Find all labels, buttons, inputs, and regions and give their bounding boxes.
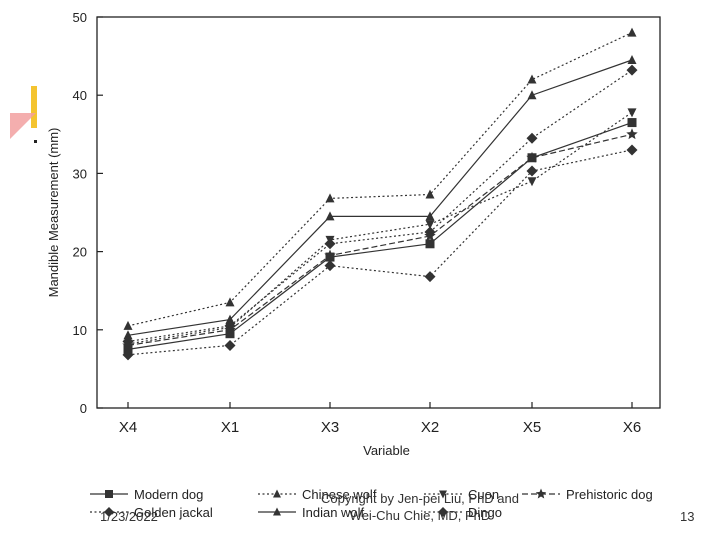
accent-dot xyxy=(34,140,37,143)
legend-label-chinese-wolf: Chinese wolf xyxy=(302,487,377,502)
legend-label-golden-jackal: Golden jackal xyxy=(134,505,213,520)
x-tick-label-X2: X2 xyxy=(421,419,439,436)
legend-item-prehistoric-dog: Prehistoric dog xyxy=(522,487,653,502)
legend-item-dingo: Dingo xyxy=(424,505,502,520)
legend-label-cuon: Cuon xyxy=(468,487,499,502)
legend-marker-modern-dog xyxy=(105,490,113,498)
point-golden-jackal-X5 xyxy=(526,165,538,177)
y-axis-label: Mandible Measurement (mm) xyxy=(46,128,61,298)
x-tick-label-X6: X6 xyxy=(623,419,641,436)
legend-marker-golden-jackal xyxy=(104,507,114,517)
point-chinese-wolf-X6 xyxy=(627,27,637,37)
point-cuon-X6 xyxy=(627,108,637,118)
x-axis-label: Variable xyxy=(363,443,410,458)
series-line-cuon xyxy=(127,111,633,345)
point-indian-wolf-X5 xyxy=(527,90,537,100)
x-tick-label-X3: X3 xyxy=(321,419,339,436)
footer-copyright: Copyright by Jen-pei Liu, PhD and Wei-Ch… xyxy=(300,490,540,524)
series-line-golden-jackal xyxy=(127,149,633,356)
legend-item-indian-wolf: Indian wolf xyxy=(258,505,365,520)
accent-triangle xyxy=(10,113,36,139)
legend-item-chinese-wolf: Chinese wolf xyxy=(258,487,377,502)
copyright-line-2: Wei-Chu Chie, MD, PhD xyxy=(349,508,491,523)
legend-marker-prehistoric-dog xyxy=(535,488,547,499)
series-modern-dog xyxy=(123,118,637,354)
footer-date: 1/23/2022 xyxy=(100,509,158,524)
chart-legend: Modern dog Golden jackal Chinese wolf India… xyxy=(90,487,653,520)
point-cuon-X5 xyxy=(527,177,537,187)
legend-label-indian-wolf: Indian wolf xyxy=(302,505,365,520)
legend-item-golden-jackal: Golden jackal xyxy=(90,505,213,520)
legend-label-prehistoric-dog: Prehistoric dog xyxy=(566,487,653,502)
point-modern-dog-X2 xyxy=(425,239,435,249)
chart-series xyxy=(122,27,638,361)
legend-item-cuon: Cuon xyxy=(424,487,499,502)
x-tick-label-X1: X1 xyxy=(221,419,239,436)
chart-axes: 0 10 20 30 40 50 X4 X1 X3 X2 X5 X6 Variable Mandible … xyxy=(46,10,661,458)
accent-bar xyxy=(31,86,37,128)
point-chinese-wolf-X1 xyxy=(225,297,235,307)
page-number: 13 xyxy=(680,509,695,524)
legend-marker-dingo xyxy=(438,507,448,517)
series-dingo xyxy=(122,64,638,348)
plot-frame xyxy=(96,16,661,409)
legend-marker-indian-wolf xyxy=(273,507,281,516)
point-chinese-wolf-X2 xyxy=(425,189,435,199)
y-tick-label-40: 40 xyxy=(73,88,87,103)
point-cuon-X2 xyxy=(425,220,435,230)
point-indian-wolf-X2 xyxy=(425,211,435,221)
point-golden-jackal-X1 xyxy=(224,339,236,351)
point-chinese-wolf-X3 xyxy=(325,193,335,203)
point-prehistoric-dog-X6 xyxy=(626,128,638,140)
series-line-prehistoric-dog xyxy=(127,133,633,346)
x-tick-label-X5: X5 xyxy=(523,419,541,436)
series-chinese-wolf xyxy=(123,27,637,330)
point-indian-wolf-X6 xyxy=(627,55,637,65)
series-indian-wolf xyxy=(123,55,637,340)
point-prehistoric-dog-X4 xyxy=(122,339,134,351)
y-tick-label-10: 10 xyxy=(73,323,87,338)
y-tick-label-0: 0 xyxy=(80,401,87,416)
point-modern-dog-X6 xyxy=(627,118,637,128)
y-tick-label-20: 20 xyxy=(73,245,87,260)
point-chinese-wolf-X5 xyxy=(527,74,537,84)
point-prehistoric-dog-X5 xyxy=(526,151,538,163)
point-dingo-X6 xyxy=(626,64,638,76)
x-tick-label-X4: X4 xyxy=(119,419,137,436)
series-line-dingo xyxy=(127,69,633,343)
point-prehistoric-dog-X3 xyxy=(324,249,336,261)
copyright-line-1: Copyright by Jen-pei Liu, PhD and xyxy=(320,491,519,506)
series-line-modern-dog xyxy=(127,122,633,350)
legend-label-dingo: Dingo xyxy=(468,505,502,520)
legend-marker-chinese-wolf xyxy=(273,489,281,498)
legend-label-modern-dog: Modern dog xyxy=(134,487,203,502)
point-golden-jackal-X4 xyxy=(122,349,134,361)
point-golden-jackal-X3 xyxy=(324,260,336,272)
y-tick-label-50: 50 xyxy=(73,10,87,25)
series-golden-jackal xyxy=(122,144,638,361)
legend-item-modern-dog: Modern dog xyxy=(90,487,203,502)
series-line-chinese-wolf xyxy=(127,32,633,327)
point-prehistoric-dog-X1 xyxy=(224,323,236,335)
y-tick-label-30: 30 xyxy=(73,166,87,181)
point-indian-wolf-X3 xyxy=(325,211,335,221)
point-golden-jackal-X2 xyxy=(424,271,436,283)
point-dingo-X5 xyxy=(526,132,538,144)
point-prehistoric-dog-X2 xyxy=(424,229,436,241)
series-prehistoric-dog xyxy=(122,128,638,351)
point-indian-wolf-X4 xyxy=(123,330,133,340)
series-cuon xyxy=(123,108,637,349)
series-line-indian-wolf xyxy=(127,59,633,336)
point-indian-wolf-X1 xyxy=(225,314,235,324)
point-chinese-wolf-X4 xyxy=(123,320,133,330)
point-modern-dog-X1 xyxy=(225,329,235,339)
legend-marker-cuon xyxy=(439,490,447,499)
point-dingo-X3 xyxy=(324,238,336,250)
point-golden-jackal-X6 xyxy=(626,144,638,156)
